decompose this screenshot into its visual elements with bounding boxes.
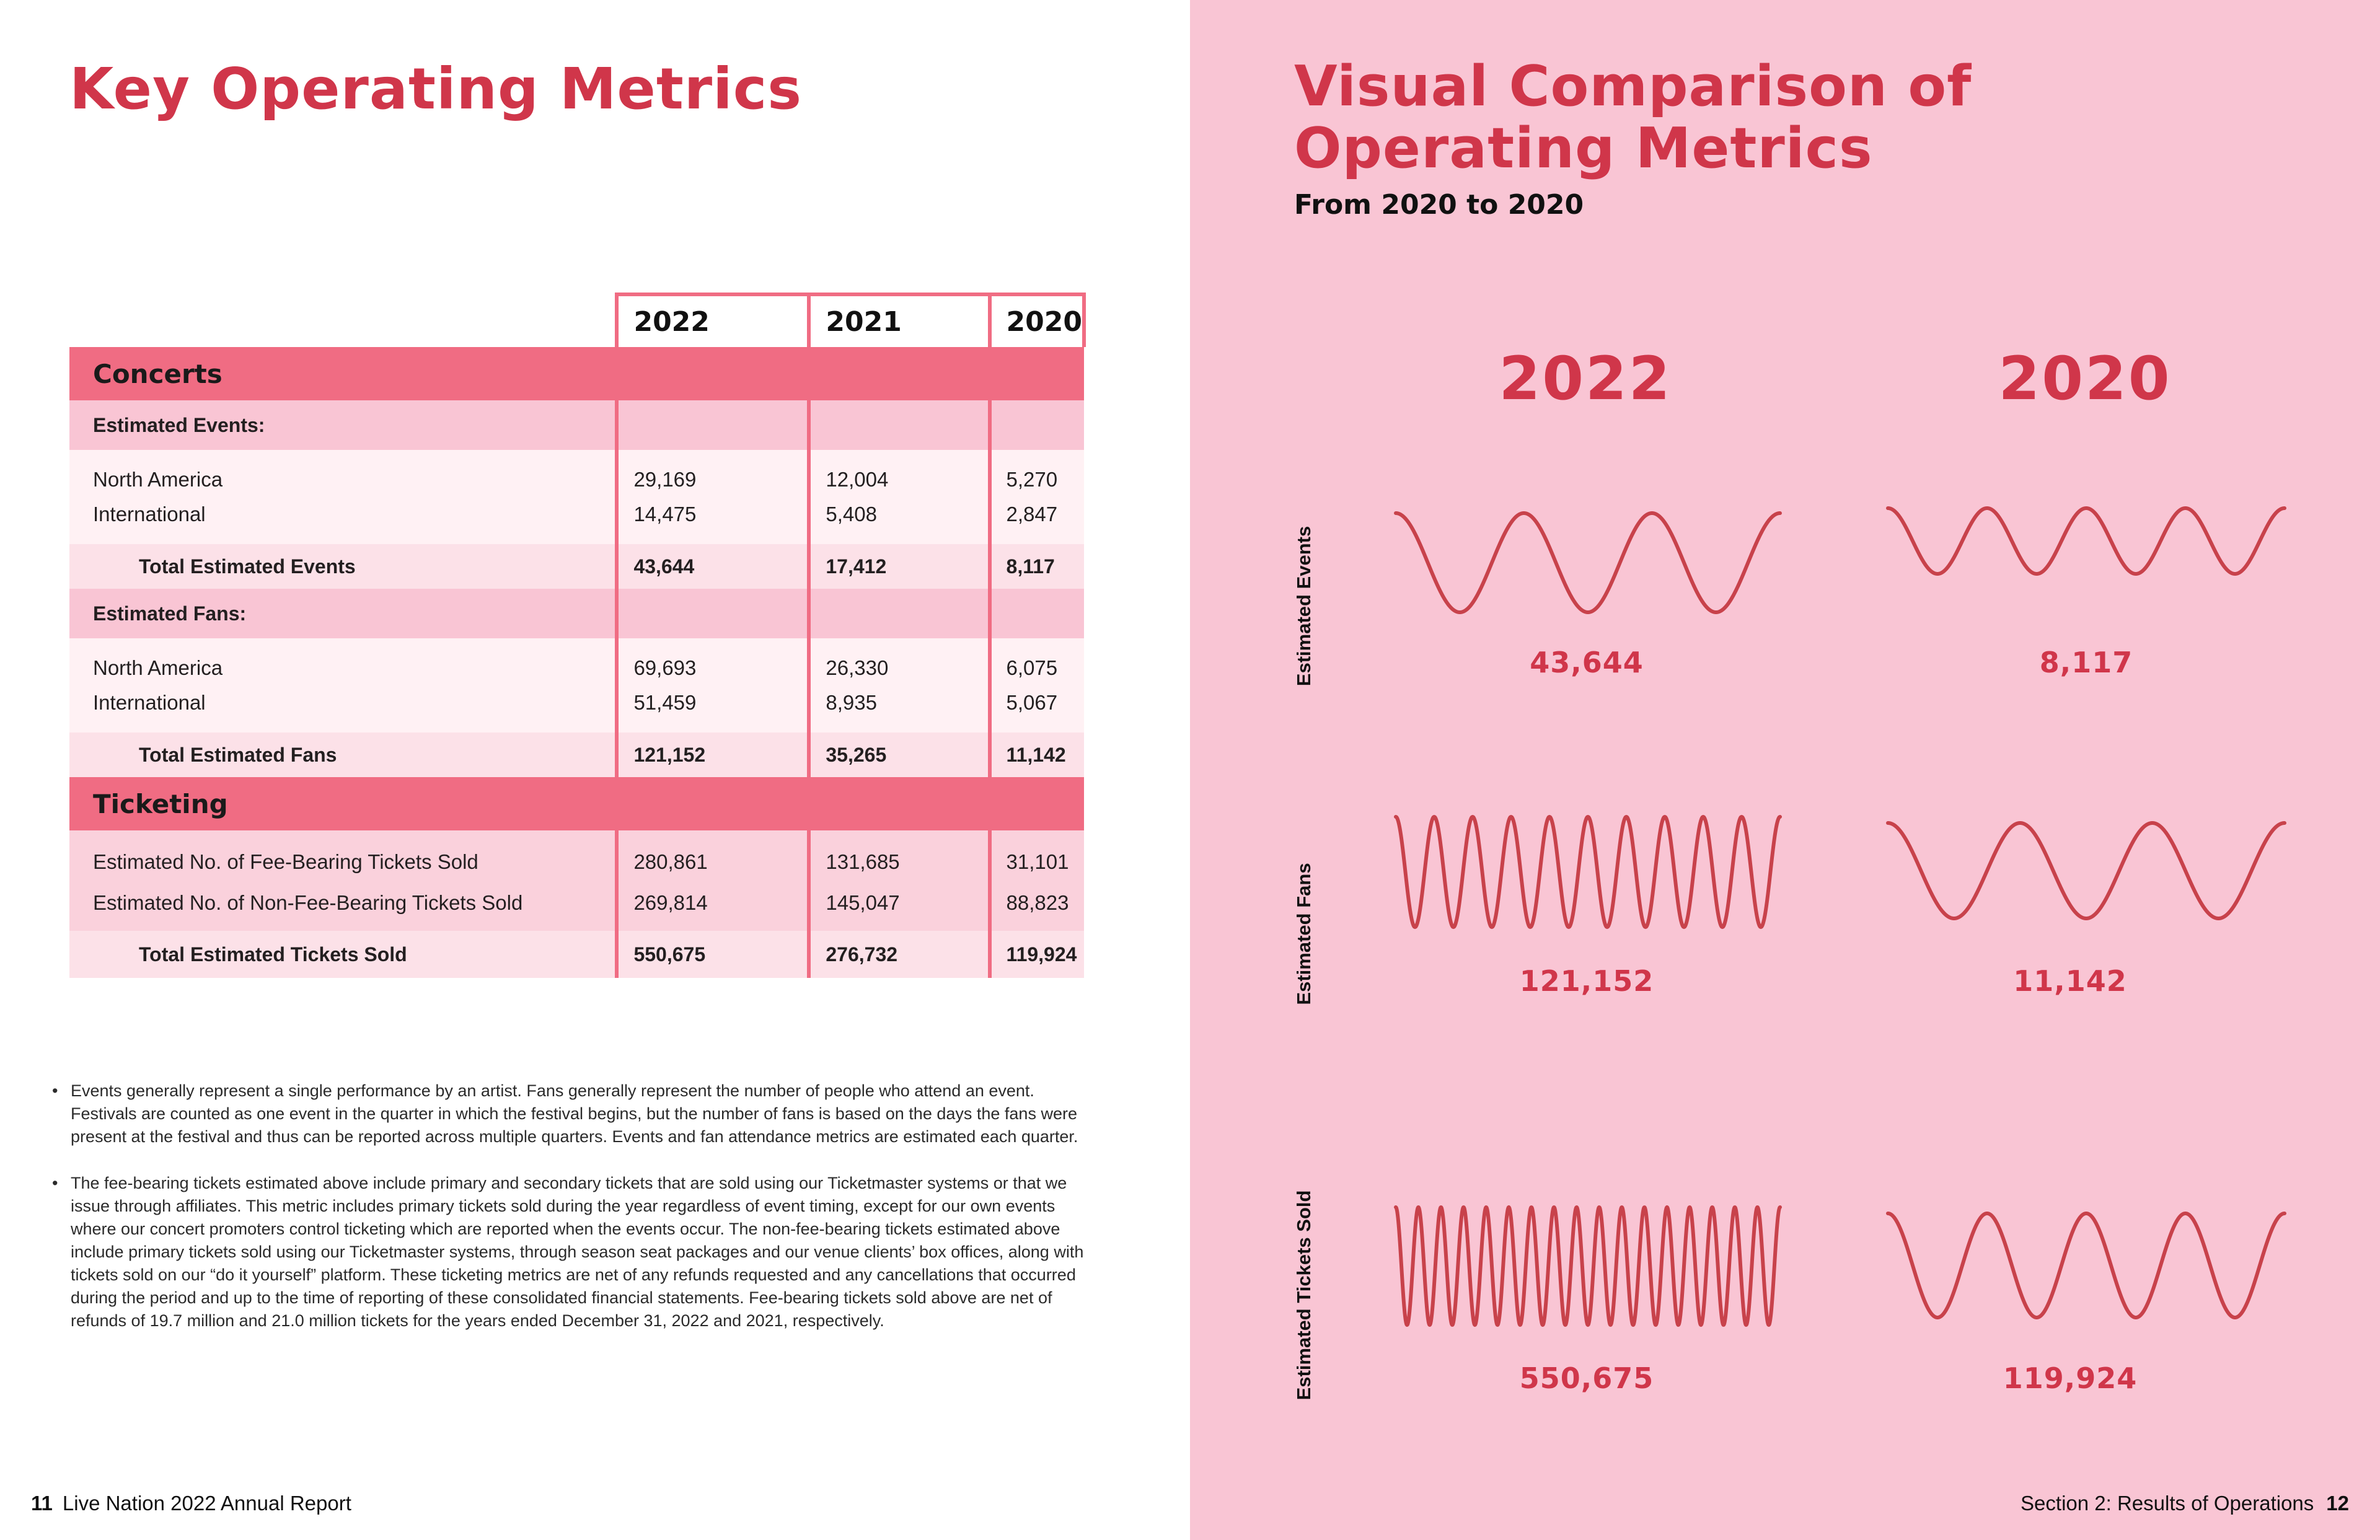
wave-line xyxy=(1886,506,2286,576)
cell-value: 88,823 xyxy=(987,882,1084,931)
cell-value: 276,732 xyxy=(807,931,990,978)
year-header-2022: 2022 xyxy=(615,293,809,347)
wave-line xyxy=(1886,821,2286,920)
footer-left: 11 Live Nation 2022 Annual Report xyxy=(31,1492,351,1515)
year-label-2022: 2022 xyxy=(1499,344,1672,413)
wave-line xyxy=(1394,1205,1782,1327)
year-header-2020: 2020 xyxy=(987,293,1086,347)
wave-line xyxy=(1394,815,1782,929)
cell-value: 550,675 xyxy=(615,931,809,978)
right-page xyxy=(1190,0,2380,1540)
wave-tickets-2022 xyxy=(1394,1205,1782,1327)
cell-value: 6,075 xyxy=(987,638,1084,685)
cell-value: 119,924 xyxy=(987,931,1084,978)
wave-line xyxy=(1394,511,1782,614)
section-row-ticketing: Ticketing xyxy=(69,777,1084,830)
value-fans-2022: 121,152 xyxy=(1519,964,1654,998)
cell-value: 69,693 xyxy=(615,638,809,685)
comparison-title: Visual Comparison of Operating Metrics xyxy=(1294,56,1972,180)
footer-text: Section 2: Results of Operations xyxy=(2021,1492,2314,1515)
page-title: Key Operating Metrics xyxy=(69,56,803,122)
cell-value: 121,152 xyxy=(615,733,809,777)
value-events-2022: 43,644 xyxy=(1530,646,1644,679)
subheading-label: Estimated Events: xyxy=(69,400,617,450)
value-tickets-2020: 119,924 xyxy=(2003,1362,2138,1395)
cell-value: 11,142 xyxy=(987,733,1084,777)
cell-value: 8,935 xyxy=(807,685,990,733)
row-label: North America xyxy=(69,450,617,497)
row-label: Estimated No. of Fee-Bearing Tickets Sol… xyxy=(69,830,617,882)
total-label: Total Estimated Fans xyxy=(69,733,617,777)
cell-value: 145,047 xyxy=(807,882,990,931)
year-header-2021: 2021 xyxy=(807,293,990,347)
cell-value: 8,117 xyxy=(987,544,1084,589)
cell-value: 17,412 xyxy=(807,544,990,589)
row-label: International xyxy=(69,685,617,733)
cell-value: 29,169 xyxy=(615,450,809,497)
total-row: Total Estimated Fans 121,152 35,265 11,1… xyxy=(69,733,1084,777)
footnote: Events generally represent a single perf… xyxy=(52,1080,1091,1148)
cell-value: 12,004 xyxy=(807,450,990,497)
total-label: Total Estimated Events xyxy=(69,544,617,589)
wave-line xyxy=(1886,1212,2286,1319)
header-blank xyxy=(69,294,617,347)
value-fans-2020: 11,142 xyxy=(2013,964,2127,998)
cell-value: 2,847 xyxy=(987,497,1084,544)
section-row-concerts: Concerts xyxy=(69,347,1084,400)
page-number: 11 xyxy=(31,1492,53,1515)
table-header-row: 2022 2021 2020 xyxy=(69,293,1086,347)
table-row: International 14,475 5,408 2,847 xyxy=(69,497,1084,544)
cell-value: 5,408 xyxy=(807,497,990,544)
total-row: Total Estimated Events 43,644 17,412 8,1… xyxy=(69,544,1084,589)
section-heading: Ticketing xyxy=(69,777,1084,830)
footnote: The fee-bearing tickets estimated above … xyxy=(52,1172,1091,1332)
cell-value: 280,861 xyxy=(615,830,809,882)
subheading-label: Estimated Fans: xyxy=(69,589,617,638)
row-label: International xyxy=(69,497,617,544)
cell-value: 26,330 xyxy=(807,638,990,685)
cell-value: 43,644 xyxy=(615,544,809,589)
subheading-row: Estimated Events: xyxy=(69,400,1084,450)
cell-value: 31,101 xyxy=(987,830,1084,882)
page-number: 12 xyxy=(2326,1492,2349,1515)
footer-text: Live Nation 2022 Annual Report xyxy=(62,1492,351,1515)
table-row: Estimated No. of Non-Fee-Bearing Tickets… xyxy=(69,882,1084,931)
wave-fans-2022 xyxy=(1394,815,1782,929)
comparison-title-line2: Operating Metrics xyxy=(1294,116,1873,181)
wave-events-2020 xyxy=(1886,506,2286,576)
comparison-title-line1: Visual Comparison of xyxy=(1294,54,1972,119)
wave-tickets-2020 xyxy=(1886,1212,2286,1319)
cell-value: 35,265 xyxy=(807,733,990,777)
cell-value: 131,685 xyxy=(807,830,990,882)
comparison-subtitle: From 2020 to 2020 xyxy=(1294,189,1584,221)
wave-fans-2020 xyxy=(1886,821,2286,920)
cell-value: 51,459 xyxy=(615,685,809,733)
total-label: Total Estimated Tickets Sold xyxy=(69,931,617,978)
row-label: North America xyxy=(69,638,617,685)
metrics-table: 2022 2021 2020 Concerts Estimated Events… xyxy=(69,293,1086,978)
value-tickets-2022: 550,675 xyxy=(1519,1362,1654,1395)
section-heading: Concerts xyxy=(69,347,1084,400)
subheading-row: Estimated Fans: xyxy=(69,589,1084,638)
row-label: Estimated No. of Non-Fee-Bearing Tickets… xyxy=(69,882,617,931)
wave-events-2022 xyxy=(1394,511,1782,614)
table-row: North America 29,169 12,004 5,270 xyxy=(69,450,1084,497)
cell-value: 5,270 xyxy=(987,450,1084,497)
table-row: Estimated No. of Fee-Bearing Tickets Sol… xyxy=(69,830,1084,882)
cell-value: 14,475 xyxy=(615,497,809,544)
table-row: International 51,459 8,935 5,067 xyxy=(69,685,1084,733)
table-row: North America 69,693 26,330 6,075 xyxy=(69,638,1084,685)
cell-value: 5,067 xyxy=(987,685,1084,733)
total-row: Total Estimated Tickets Sold 550,675 276… xyxy=(69,931,1084,978)
footer-right: Section 2: Results of Operations 12 xyxy=(2021,1492,2349,1515)
value-events-2020: 8,117 xyxy=(2039,646,2133,679)
cell-value: 269,814 xyxy=(615,882,809,931)
year-label-2020: 2020 xyxy=(1998,344,2172,413)
footnotes: Events generally represent a single perf… xyxy=(52,1080,1091,1356)
